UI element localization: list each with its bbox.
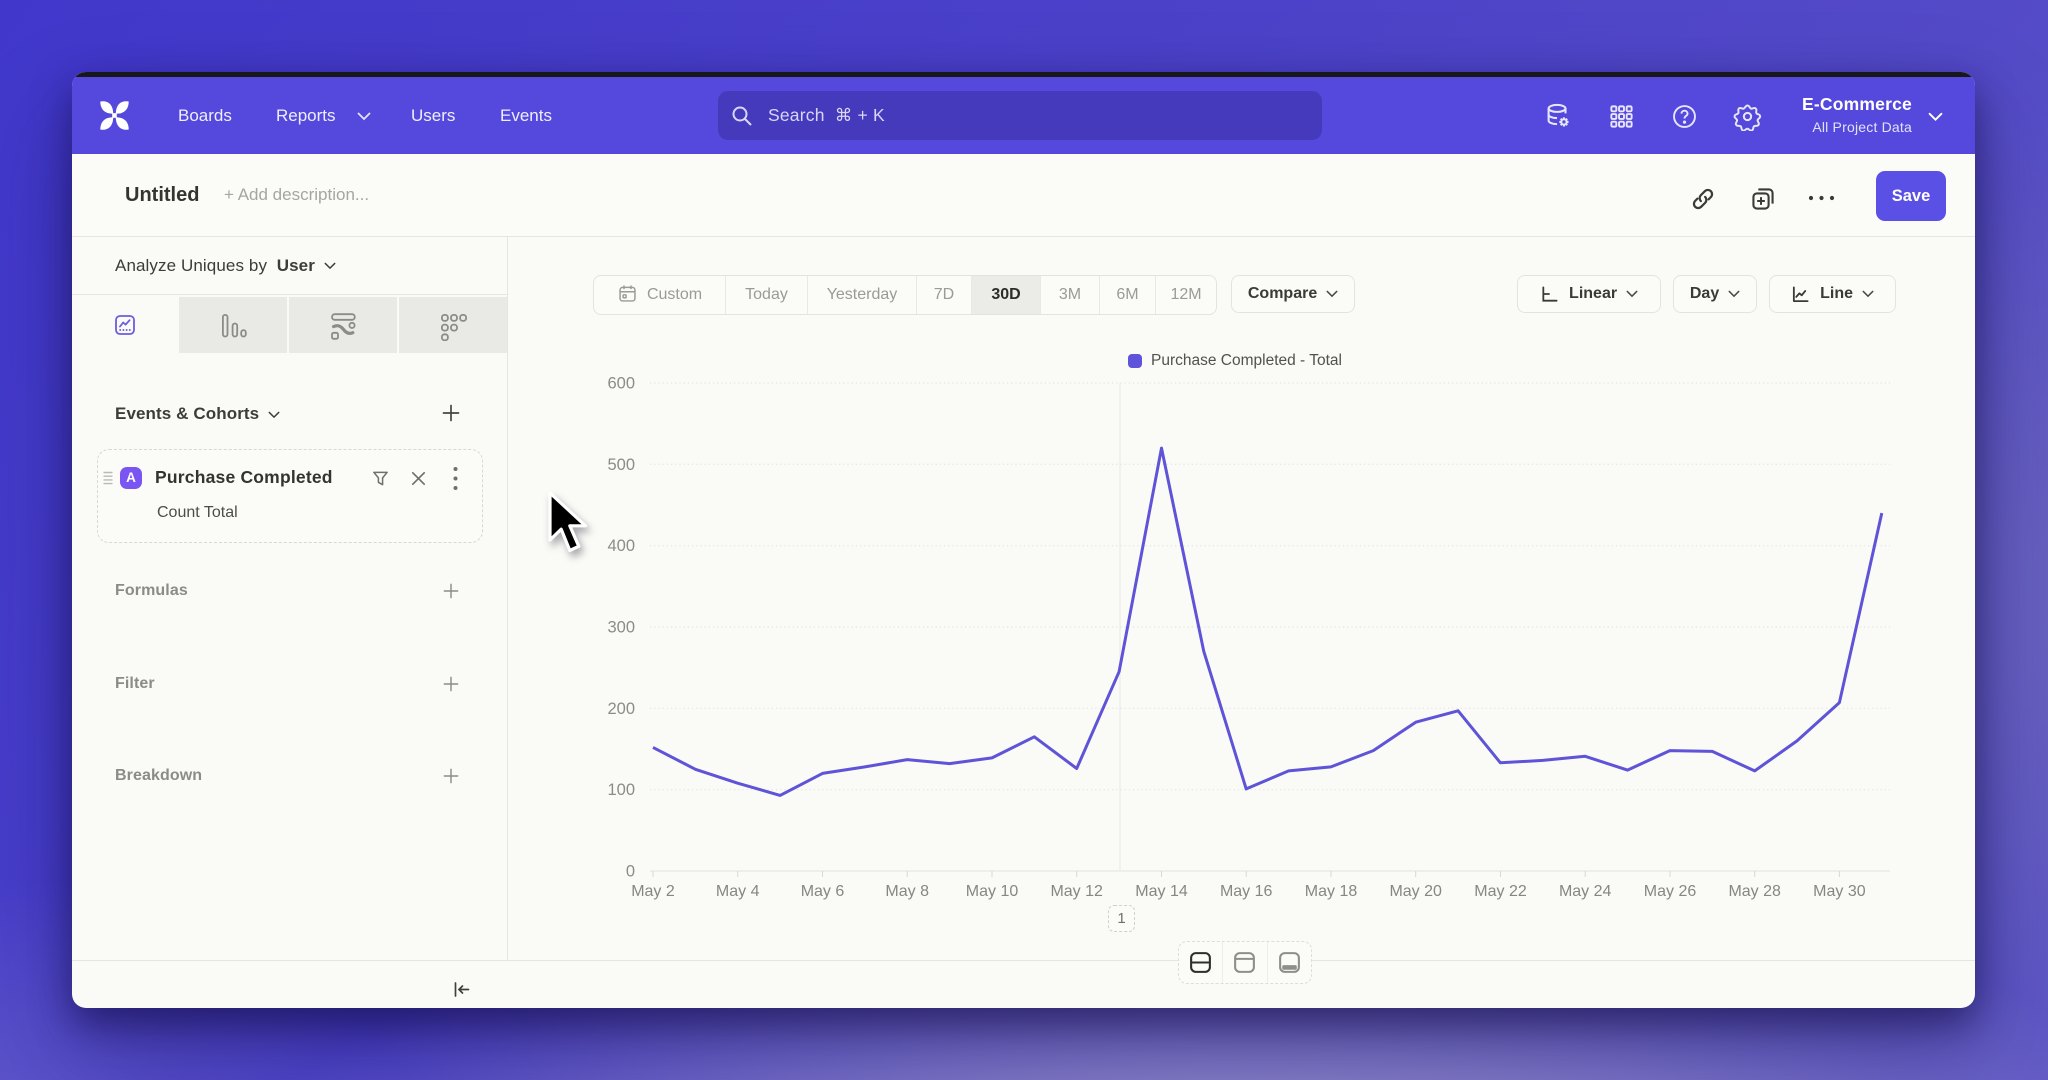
svg-text:400: 400 [607, 537, 635, 555]
svg-text:100: 100 [607, 781, 635, 799]
svg-text:May 14: May 14 [1135, 883, 1188, 900]
svg-text:May 24: May 24 [1559, 883, 1612, 900]
svg-text:600: 600 [607, 375, 635, 393]
svg-text:May 18: May 18 [1305, 883, 1358, 900]
svg-text:May 26: May 26 [1644, 883, 1697, 900]
svg-text:May 12: May 12 [1050, 883, 1103, 900]
svg-text:May 4: May 4 [716, 883, 760, 900]
svg-text:May 16: May 16 [1220, 883, 1273, 900]
svg-text:200: 200 [607, 700, 635, 718]
svg-text:May 30: May 30 [1813, 883, 1866, 900]
svg-text:May 6: May 6 [801, 883, 845, 900]
svg-text:300: 300 [607, 619, 635, 637]
svg-text:May 8: May 8 [885, 883, 929, 900]
svg-text:May 20: May 20 [1389, 883, 1442, 900]
svg-text:May 2: May 2 [631, 883, 675, 900]
svg-text:0: 0 [626, 863, 635, 881]
svg-text:May 22: May 22 [1474, 883, 1527, 900]
svg-text:500: 500 [607, 456, 635, 474]
svg-text:May 28: May 28 [1728, 883, 1781, 900]
svg-text:May 10: May 10 [966, 883, 1019, 900]
